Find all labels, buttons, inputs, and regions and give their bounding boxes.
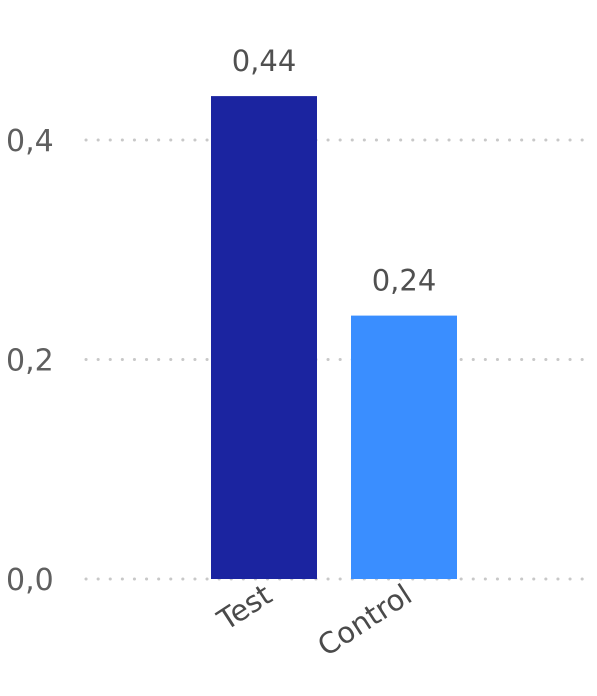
gridlines [84,138,585,581]
y-axis-ticks: 0,0 0,2 0,4 [6,124,54,598]
bars [211,96,457,579]
bar-test [211,96,317,579]
x-tick-label: Test [211,577,278,637]
y-tick-label: 0,4 [6,124,54,159]
y-tick-label: 0,2 [6,344,54,379]
data-label: 0,44 [232,44,297,78]
bar-control [351,315,457,579]
data-label: 0,24 [372,264,437,298]
x-tick-label: Control [311,577,417,663]
data-labels: 0,44 0,24 [232,44,437,298]
y-tick-label: 0,0 [6,563,54,598]
x-axis-labels: Test Control [211,577,418,663]
